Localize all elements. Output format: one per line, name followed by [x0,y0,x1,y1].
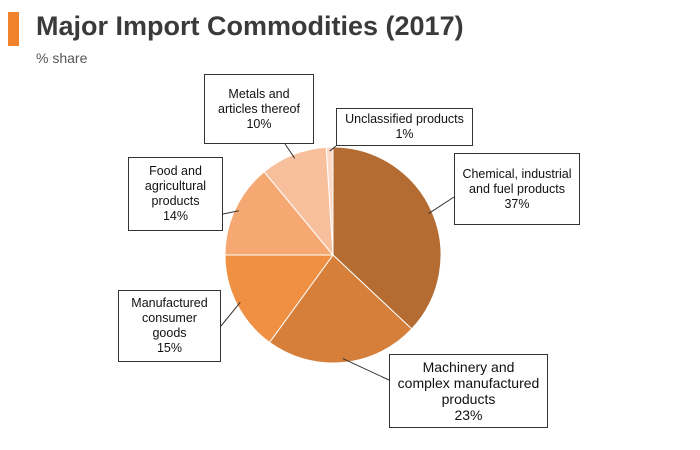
slice-label-line: consumer [142,311,197,325]
leader-line-3 [220,301,241,327]
leader-line-4 [222,210,239,215]
slice-percent-label: 1% [395,127,414,141]
slice-label-6: Unclassified products 1% [336,108,473,146]
slice-label-line: agricultural [144,179,207,193]
slice-label-2: Machinery and complex manufactured product… [389,354,548,428]
slice-label-line: Chemical, industrial [462,166,572,181]
slice-label-line: Unclassified products [345,112,464,126]
slice-label-1: Chemical, industrial and fuel products 37% [454,153,580,225]
slice-label-line: Machinery and [422,359,515,375]
slice-percent-label: 23% [454,407,483,423]
pie-slice-3 [224,254,334,344]
leader-line-6 [329,145,337,152]
slice-label-line: products [151,194,200,208]
slice-percent-label: 15% [156,341,183,355]
slice-label-line: and fuel products [469,181,565,196]
slice-label-line: products [441,391,496,407]
slice-percent-label: 10% [246,116,272,131]
leader-line-5 [284,143,296,159]
chart-subtitle: % share [36,50,88,66]
slice-percent-label: 37% [504,196,530,211]
slice-label-line: articles thereof [218,101,300,116]
slice-label-4: Food and agricultural products 14% [128,157,223,231]
slice-label-line: goods [152,326,187,340]
title-accent-bar [8,12,19,46]
leader-line-1 [428,196,455,215]
pie-slice-6 [325,146,334,256]
chart-title: Major Import Commodities (2017) [36,11,464,41]
slice-percent-label: 14% [162,209,189,223]
pie-slice-1 [332,146,442,330]
pie-slice-4 [224,171,335,256]
slice-label-line: Manufactured [131,296,208,310]
slice-label-3: Manufactured consumer goods 15% [118,290,221,362]
slice-label-line: Food and [149,164,202,178]
slice-label-line: complex manufactured [397,375,540,391]
pie-slice-2 [268,254,413,364]
leader-line-2 [342,358,390,381]
slice-label-5: Metals and articles thereof 10% [204,74,314,144]
slice-label-line: Metals and [228,86,290,101]
